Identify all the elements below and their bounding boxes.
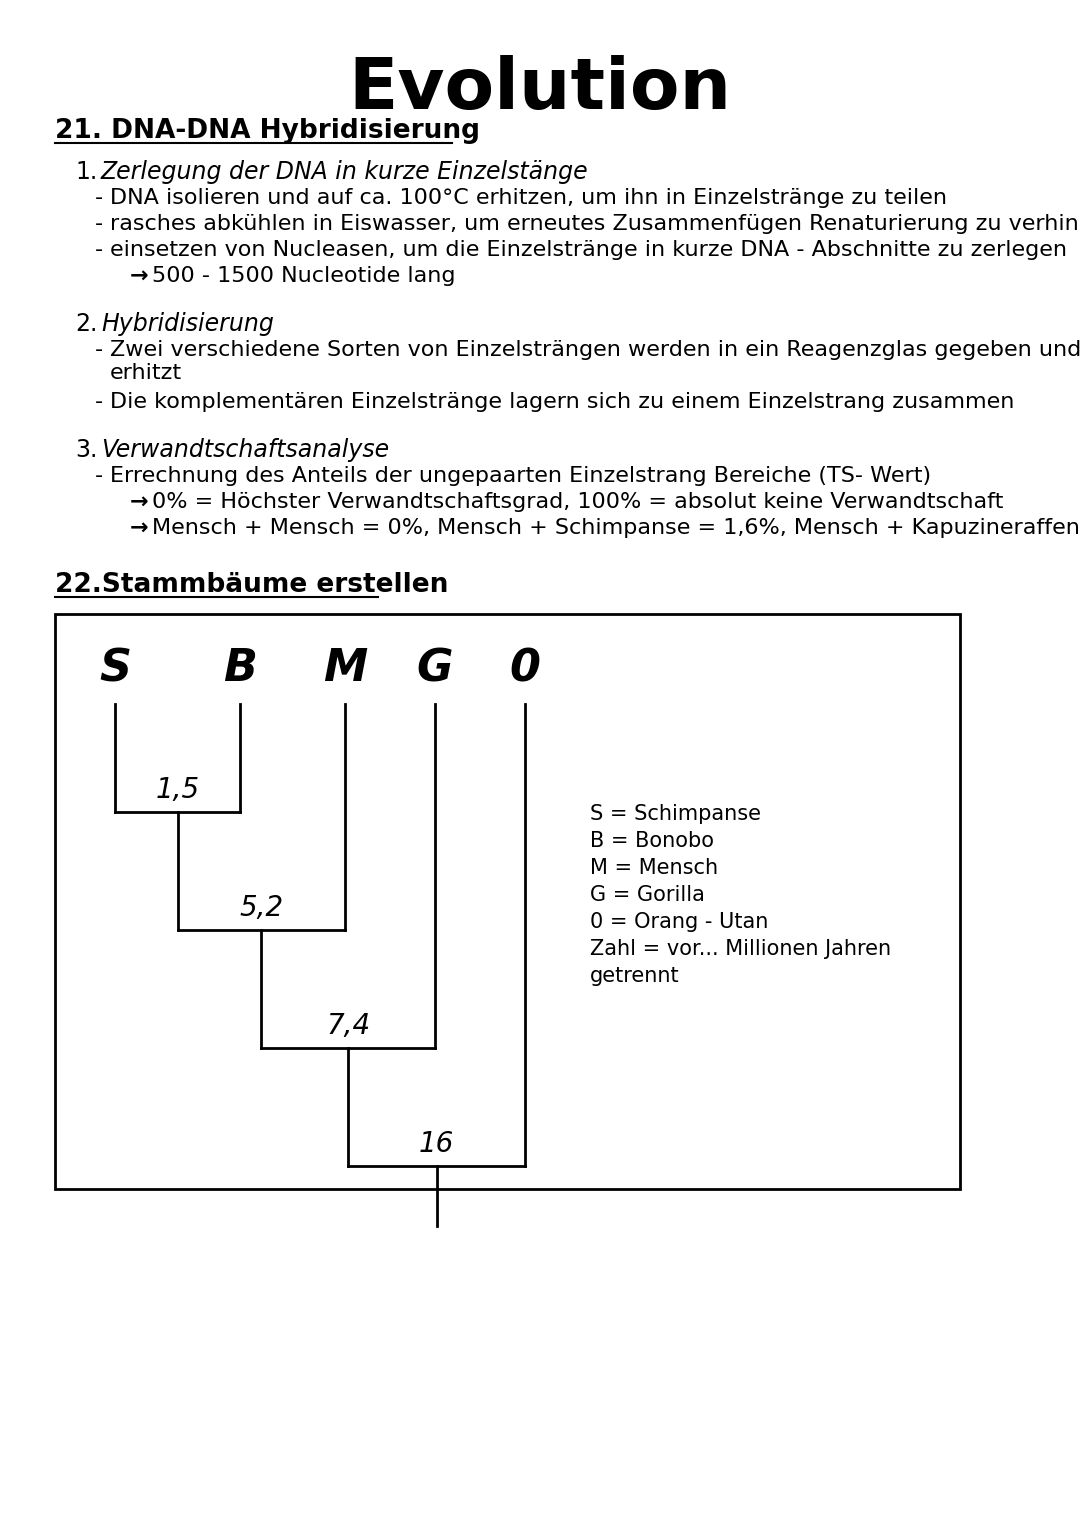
Text: B = Bonobo: B = Bonobo	[590, 831, 714, 851]
Text: Die komplementären Einzelstränge lagern sich zu einem Einzelstrang zusammen: Die komplementären Einzelstränge lagern …	[110, 392, 1014, 412]
Text: B: B	[224, 647, 257, 690]
Text: 21. DNA-DNA Hybridisierung: 21. DNA-DNA Hybridisierung	[55, 118, 480, 144]
Text: 2.: 2.	[75, 312, 97, 336]
Text: 0 = Orang - Utan: 0 = Orang - Utan	[590, 912, 768, 931]
Bar	[55, 614, 960, 1190]
Text: -: -	[95, 240, 103, 260]
Text: →: →	[130, 266, 149, 286]
Text: 3.: 3.	[75, 438, 97, 463]
Text: 1.: 1.	[75, 160, 97, 183]
Text: 1,5: 1,5	[156, 776, 200, 805]
Text: DNA isolieren und auf ca. 100°C erhitzen, um ihn in Einzelstränge zu teilen: DNA isolieren und auf ca. 100°C erhitzen…	[110, 188, 947, 208]
Text: 0: 0	[510, 647, 540, 690]
Text: Verwandtschaftsanalyse: Verwandtschaftsanalyse	[102, 438, 389, 463]
Text: 500 - 1500 Nucleotide lang: 500 - 1500 Nucleotide lang	[152, 266, 456, 286]
Text: getrennt: getrennt	[590, 967, 679, 986]
Text: G = Gorilla: G = Gorilla	[590, 886, 705, 906]
Text: einsetzen von Nucleasen, um die Einzelstränge in kurze DNA - Abschnitte zu zerle: einsetzen von Nucleasen, um die Einzelst…	[110, 240, 1067, 260]
Text: G: G	[417, 647, 454, 690]
Text: Mensch + Mensch = 0%, Mensch + Schimpanse = 1,6%, Mensch + Kapuzineraffen = 10,5: Mensch + Mensch = 0%, Mensch + Schimpans…	[152, 518, 1080, 538]
Text: -: -	[95, 341, 103, 360]
Text: →: →	[130, 492, 149, 512]
Text: M = Mensch: M = Mensch	[590, 858, 718, 878]
Text: S = Schimpanse: S = Schimpanse	[590, 805, 761, 825]
Text: 5,2: 5,2	[239, 893, 283, 922]
Text: Errechnung des Anteils der ungepaarten Einzelstrang Bereiche (TS- Wert): Errechnung des Anteils der ungepaarten E…	[110, 466, 931, 486]
Text: →: →	[130, 518, 149, 538]
Text: -: -	[95, 214, 103, 234]
Text: -: -	[95, 188, 103, 208]
Text: 7,4: 7,4	[326, 1012, 370, 1040]
Text: -: -	[95, 392, 103, 412]
Text: Hybridisierung: Hybridisierung	[102, 312, 274, 336]
Text: -: -	[95, 466, 103, 486]
Text: M: M	[323, 647, 367, 690]
Text: Zahl = vor... Millionen Jahren: Zahl = vor... Millionen Jahren	[590, 939, 891, 959]
Text: Evolution: Evolution	[349, 55, 731, 124]
Text: 0% = Höchster Verwandtschaftsgrad, 100% = absolut keine Verwandtschaft: 0% = Höchster Verwandtschaftsgrad, 100% …	[152, 492, 1003, 512]
Text: rasches abkühlen in Eiswasser, um erneutes Zusammenfügen Renaturierung zu verhin: rasches abkühlen in Eiswasser, um erneut…	[110, 214, 1080, 234]
Text: 22.Stammbäume erstellen: 22.Stammbäume erstellen	[55, 573, 448, 599]
Text: S: S	[99, 647, 131, 690]
Text: Zwei verschiedene Sorten von Einzelsträngen werden in ein Reagenzglas gegeben un: Zwei verschiedene Sorten von Einzelsträn…	[110, 341, 1080, 383]
Text: Zerlegung der DNA in kurze Einzelstänge: Zerlegung der DNA in kurze Einzelstänge	[102, 160, 589, 183]
Text: 16: 16	[419, 1130, 455, 1157]
